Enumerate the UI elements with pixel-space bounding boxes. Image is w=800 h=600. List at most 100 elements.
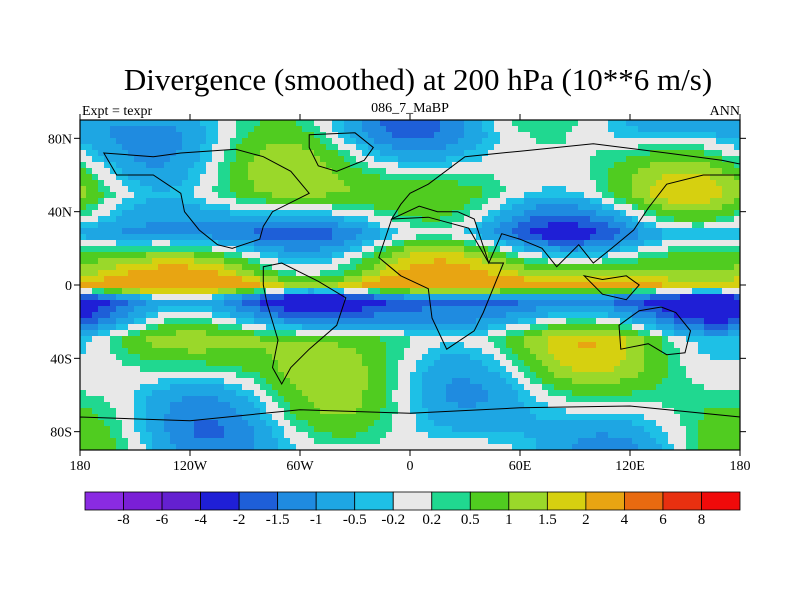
field-cell	[164, 372, 171, 379]
field-cell	[86, 228, 93, 235]
field-cell	[572, 348, 579, 355]
field-cell	[260, 138, 267, 145]
field-cell	[284, 330, 291, 337]
field-cell	[428, 198, 435, 205]
field-cell	[734, 222, 741, 229]
field-cell	[698, 384, 705, 391]
field-cell	[224, 240, 231, 247]
field-cell	[482, 156, 489, 163]
field-cell	[470, 210, 477, 217]
field-cell	[176, 288, 183, 295]
field-cell	[710, 348, 717, 355]
field-cell	[476, 348, 483, 355]
field-cell	[632, 210, 639, 217]
field-cell	[662, 276, 669, 283]
field-cell	[398, 168, 405, 175]
field-cell	[668, 294, 675, 301]
field-cell	[632, 372, 639, 379]
field-cell	[92, 198, 99, 205]
field-cell	[464, 216, 471, 223]
field-cell	[548, 144, 555, 151]
field-cell	[320, 360, 327, 367]
field-cell	[662, 258, 669, 265]
field-cell	[230, 258, 237, 265]
field-cell	[86, 132, 93, 139]
field-cell	[380, 270, 387, 277]
field-cell	[422, 174, 429, 181]
field-cell	[608, 276, 615, 283]
field-cell	[524, 282, 531, 289]
field-cell	[428, 288, 435, 295]
field-cell	[344, 144, 351, 151]
field-cell	[152, 192, 159, 199]
field-cell	[464, 276, 471, 283]
field-cell	[290, 234, 297, 241]
field-cell	[434, 318, 441, 325]
field-cell	[632, 228, 639, 235]
field-cell	[584, 174, 591, 181]
field-cell	[188, 318, 195, 325]
field-cell	[242, 294, 249, 301]
field-cell	[428, 204, 435, 211]
field-cell	[236, 300, 243, 307]
field-cell	[704, 324, 711, 331]
field-cell	[308, 324, 315, 331]
field-cell	[314, 264, 321, 271]
field-cell	[494, 186, 501, 193]
field-cell	[716, 192, 723, 199]
field-cell	[620, 336, 627, 343]
field-cell	[434, 354, 441, 361]
field-cell	[236, 246, 243, 253]
field-cell	[116, 198, 123, 205]
field-cell	[320, 324, 327, 331]
field-cell	[608, 216, 615, 223]
field-cell	[710, 336, 717, 343]
field-cell	[458, 216, 465, 223]
field-cell	[578, 168, 585, 175]
field-cell	[314, 354, 321, 361]
field-cell	[92, 348, 99, 355]
field-cell	[344, 204, 351, 211]
field-cell	[248, 312, 255, 319]
field-cell	[680, 126, 687, 133]
field-cell	[590, 378, 597, 385]
field-cell	[632, 258, 639, 265]
field-cell	[734, 282, 741, 289]
field-cell	[272, 210, 279, 217]
field-cell	[122, 270, 129, 277]
field-cell	[428, 252, 435, 259]
field-cell	[632, 198, 639, 205]
field-cell	[632, 366, 639, 373]
field-cell	[524, 228, 531, 235]
field-cell	[416, 228, 423, 235]
field-cell	[608, 312, 615, 319]
field-cell	[596, 318, 603, 325]
field-cell	[524, 378, 531, 385]
field-cell	[662, 168, 669, 175]
field-cell	[302, 126, 309, 133]
field-cell	[416, 378, 423, 385]
field-cell	[320, 258, 327, 265]
field-cell	[212, 342, 219, 349]
field-cell	[158, 276, 165, 283]
field-cell	[614, 354, 621, 361]
field-cell	[296, 198, 303, 205]
field-cell	[350, 186, 357, 193]
field-cell	[380, 180, 387, 187]
field-cell	[506, 306, 513, 313]
field-cell	[302, 288, 309, 295]
field-cell	[560, 168, 567, 175]
field-cell	[506, 192, 513, 199]
field-cell	[212, 372, 219, 379]
field-cell	[428, 180, 435, 187]
field-cell	[164, 204, 171, 211]
field-cell	[446, 288, 453, 295]
field-cell	[266, 354, 273, 361]
field-cell	[698, 360, 705, 367]
field-cell	[278, 294, 285, 301]
field-cell	[644, 378, 651, 385]
field-cell	[254, 240, 261, 247]
field-cell	[146, 126, 153, 133]
field-cell	[686, 360, 693, 367]
field-cell	[518, 246, 525, 253]
